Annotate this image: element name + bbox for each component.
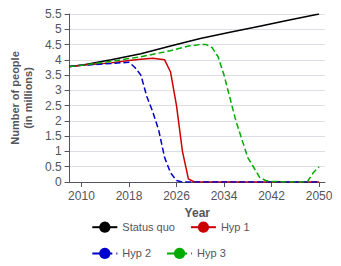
- svg-text:1.5: 1.5: [45, 129, 62, 143]
- svg-text:3: 3: [55, 83, 62, 97]
- svg-text:5.5: 5.5: [45, 7, 62, 21]
- svg-text:2042: 2042: [258, 189, 285, 203]
- svg-text:2018: 2018: [116, 189, 143, 203]
- svg-text:2034: 2034: [211, 189, 238, 203]
- svg-text:Hyp 2: Hyp 2: [122, 247, 151, 259]
- svg-text:2050: 2050: [306, 189, 333, 203]
- svg-text:Hyp 1: Hyp 1: [221, 221, 250, 233]
- svg-text:Hyp 3: Hyp 3: [197, 247, 226, 259]
- svg-text:3.5: 3.5: [45, 68, 62, 82]
- svg-text:0.5: 0.5: [45, 160, 62, 174]
- svg-text:Status quo: Status quo: [122, 221, 175, 233]
- svg-text:5: 5: [55, 22, 62, 36]
- svg-text:2026: 2026: [163, 189, 190, 203]
- svg-text:(in millions): (in millions): [22, 67, 34, 129]
- svg-text:2: 2: [55, 114, 62, 128]
- svg-text:4: 4: [55, 53, 62, 67]
- svg-text:4.5: 4.5: [45, 38, 62, 52]
- svg-text:2.5: 2.5: [45, 99, 62, 113]
- svg-text:1: 1: [55, 144, 62, 158]
- svg-text:0: 0: [55, 175, 62, 189]
- svg-text:Year: Year: [185, 206, 211, 220]
- svg-text:Number of people: Number of people: [9, 51, 21, 145]
- svg-text:2010: 2010: [68, 189, 95, 203]
